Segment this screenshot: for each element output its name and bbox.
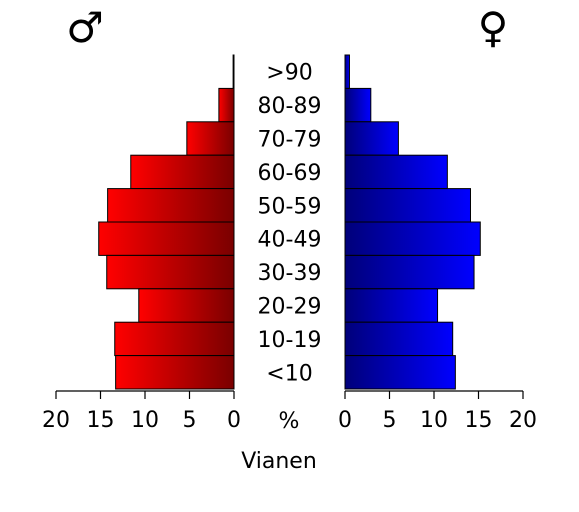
age-group-label: 40-49 [258,228,322,253]
male-bar-2 [186,121,235,156]
male-bar-3 [130,154,235,190]
age-group-label: 10-19 [258,328,322,353]
age-group-label: 80-89 [258,94,322,119]
female-bar-5 [344,221,481,256]
male-axis-tick-label: 20 [42,408,70,433]
male-bar-6 [106,254,235,290]
male-bars [98,54,235,390]
female-bar-1 [344,87,372,123]
female-bar-7 [344,288,439,323]
age-group-label: 30-39 [258,261,322,286]
age-group-label: 20-29 [258,295,322,320]
female-bar-9 [344,355,456,390]
age-group-labels: >90 80-89 70-79 60-69 50-59 40-49 30-39 20-29 10… [258,61,322,387]
female-axis-tick-label: 20 [509,408,537,433]
x-axes: 20 15 10 5 0 0 5 10 15 20 [42,390,537,433]
age-group-label: 70-79 [258,128,322,153]
unit-label: % [279,409,300,434]
chart-title: Vianen [241,449,317,474]
male-axis-tick-label: 15 [87,408,115,433]
female-bar-0 [344,54,350,89]
male-bar-7 [138,288,235,323]
male-bar-4 [107,188,235,223]
male-axis-tick-label: 10 [131,408,159,433]
female-axis-tick-label: 15 [465,408,493,433]
age-group-label: 50-59 [258,194,322,219]
male-bar-8 [114,321,235,357]
female-bar-4 [344,188,471,223]
female-axis-tick-label: 0 [338,408,352,433]
age-group-label: >90 [266,61,312,86]
age-group-label: <10 [266,361,312,386]
female-axis-tick-label: 5 [383,408,397,433]
male-bar-1 [218,87,235,123]
male-axis-tick-label: 0 [227,408,241,433]
female-bars [344,54,481,390]
female-bar-6 [344,254,475,290]
male-bar-0 [232,54,235,89]
female-bar-2 [344,121,399,156]
female-symbol: ♀ [478,3,509,52]
female-bar-3 [344,154,448,190]
female-bar-8 [344,321,454,357]
age-group-label: 60-69 [258,161,322,186]
male-axis-tick-label: 5 [183,408,197,433]
male-symbol: ♂ [66,3,104,52]
female-axis-tick-label: 10 [420,408,448,433]
male-bar-9 [115,355,235,390]
male-bar-5 [98,221,235,256]
